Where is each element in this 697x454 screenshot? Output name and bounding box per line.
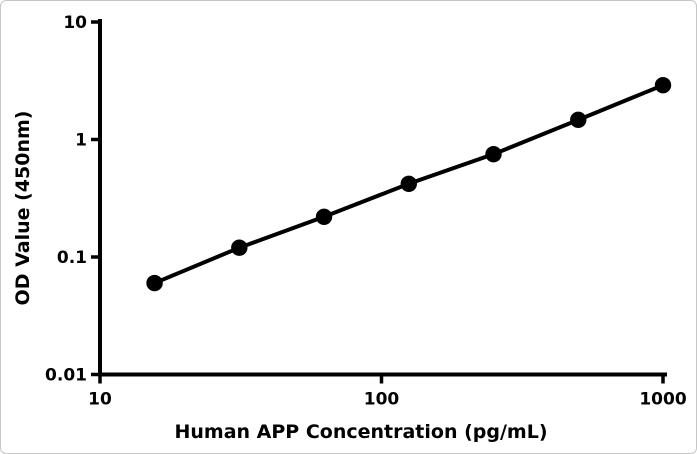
y-axis-label: OD Value (450nm) bbox=[12, 110, 34, 306]
data-point bbox=[231, 239, 248, 256]
data-point bbox=[315, 208, 333, 225]
data-point bbox=[654, 76, 672, 94]
y-tick-label: 0.01 bbox=[45, 366, 87, 386]
y-tick-label: 0.1 bbox=[57, 248, 87, 268]
x-axis-label: Human APP Concentration (pg/mL) bbox=[174, 421, 548, 443]
data-point bbox=[146, 274, 163, 292]
y-tick-label: 1 bbox=[75, 131, 87, 151]
x-tick-label: 1000 bbox=[639, 390, 686, 410]
y-tick-label: 10 bbox=[63, 13, 87, 33]
data-point bbox=[570, 111, 587, 129]
data-point bbox=[400, 175, 417, 192]
x-tick-label: 100 bbox=[364, 390, 400, 410]
data-point bbox=[485, 145, 502, 163]
x-tick-label: 10 bbox=[88, 390, 112, 410]
